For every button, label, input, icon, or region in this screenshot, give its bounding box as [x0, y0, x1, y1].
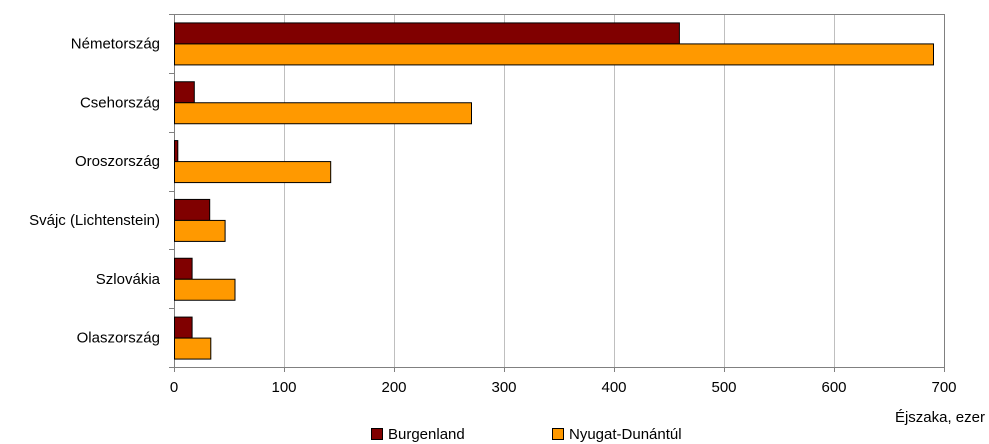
legend-label: Burgenland — [388, 426, 465, 443]
x-tick-label: 300 — [491, 379, 516, 396]
category-labels: Németország Csehország Oroszország Svájc (L… — [29, 35, 161, 346]
category-label: Szlovákia — [96, 271, 161, 288]
legend-swatch — [371, 428, 383, 440]
x-tick-label: 400 — [601, 379, 626, 396]
x-tick-label: 600 — [821, 379, 846, 396]
bar — [174, 278, 236, 301]
x-axis-title: Éjszaka, ezer — [895, 409, 985, 426]
x-tick-label: 100 — [271, 379, 296, 396]
category-label: Csehország — [80, 94, 160, 111]
category-label: Oroszország — [75, 153, 160, 170]
gridlines — [169, 14, 945, 372]
legend: Burgenland Nyugat-Dunántúl — [371, 426, 682, 443]
bar — [174, 161, 332, 184]
bar — [174, 198, 211, 221]
x-tick-label: 0 — [170, 379, 178, 396]
bar — [174, 81, 195, 104]
bar — [174, 140, 179, 163]
legend-swatch — [552, 428, 564, 440]
bar — [174, 43, 934, 66]
x-tick-label: 700 — [931, 379, 956, 396]
bar — [174, 337, 212, 360]
bar — [174, 102, 472, 125]
category-label: Svájc (Lichtenstein) — [29, 212, 160, 229]
bar — [174, 257, 193, 280]
x-tick-labels: 0 100 200 300 400 500 600 700 — [170, 379, 957, 396]
category-label: Olaszország — [77, 330, 160, 347]
legend-label: Nyugat-Dunántúl — [569, 426, 682, 443]
bar — [174, 22, 680, 45]
x-tick-label: 500 — [711, 379, 736, 396]
bars — [174, 22, 934, 360]
category-label: Németország — [71, 35, 160, 52]
bar — [174, 316, 193, 339]
plot-area — [174, 14, 945, 368]
bar — [174, 219, 226, 242]
x-tick-label: 200 — [381, 379, 406, 396]
